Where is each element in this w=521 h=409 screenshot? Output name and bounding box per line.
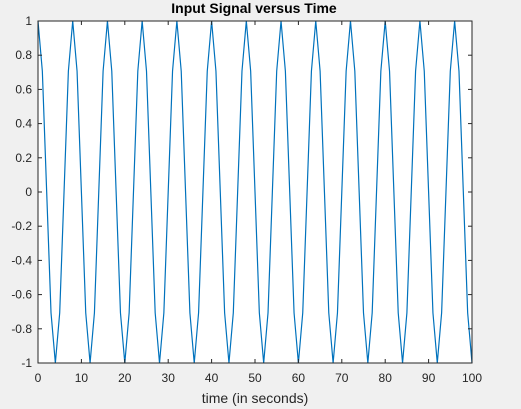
y-tick-label-1: -0.8 [11,322,32,336]
x-tick-label-9: 90 [422,371,436,385]
chart-title: Input Signal versus Time [171,0,337,16]
y-tick-label-8: 0.6 [15,82,32,96]
x-tick-label-1: 10 [75,371,89,385]
series-line-0 [37,20,473,364]
x-tick-label-2: 20 [118,371,132,385]
x-tick-label-3: 30 [162,371,176,385]
y-tick-label-5: 0 [25,185,32,199]
x-tick-label-5: 50 [248,371,262,385]
x-tick-label-4: 40 [205,371,219,385]
x-tick-label-0: 0 [35,371,42,385]
y-tick-label-10: 1 [25,14,32,28]
y-tick-label-7: 0.4 [15,117,32,131]
x-tick-label-10: 100 [462,371,482,385]
x-tick-label-8: 80 [379,371,393,385]
y-tick-label-9: 0.8 [15,48,32,62]
y-tick-label-3: -0.4 [11,253,32,267]
y-tick-label-6: 0.2 [15,151,32,165]
series-layer [37,20,473,364]
plot-frame [37,20,473,364]
y-tick-label-2: -0.6 [11,288,32,302]
x-tick-label-7: 70 [335,371,349,385]
y-tick-label-4: -0.2 [11,219,32,233]
y-tick-label-0: -1 [21,356,32,370]
x-axis-label: time (in seconds) [202,390,309,406]
x-tick-label-6: 60 [292,371,306,385]
ticks-layer: 0 10 20 30 40 50 60 70 80 90 100-1-0.8-0.6-0.4-0.2… [11,14,482,385]
